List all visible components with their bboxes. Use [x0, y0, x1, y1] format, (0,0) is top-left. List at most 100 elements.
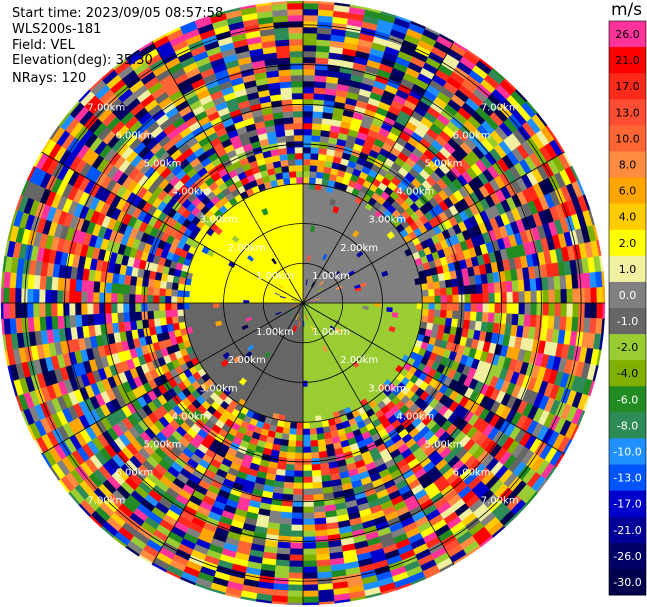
ppi-cell	[291, 512, 304, 520]
ppi-cell	[152, 294, 160, 304]
ppi-cell	[440, 295, 448, 304]
ppi-cell	[188, 290, 196, 298]
ppi-cell	[392, 307, 400, 314]
ppi-cell	[518, 291, 526, 304]
ppi-cell	[410, 290, 418, 298]
ppi-cell	[312, 397, 320, 405]
ppi-cell	[511, 280, 519, 293]
ppi-cell	[314, 523, 328, 531]
ppi-cell	[283, 475, 295, 483]
ppi-cell	[386, 302, 394, 308]
ppi-cell	[176, 296, 184, 304]
ppi-cell	[523, 314, 531, 328]
ppi-cell	[596, 287, 604, 304]
ppi-cell	[392, 292, 400, 299]
ppi-cell	[470, 302, 478, 313]
ppi-cell	[0, 302, 4, 320]
ppi-cell	[171, 282, 179, 291]
ppi-cell	[602, 286, 606, 304]
ppi-cell	[81, 279, 89, 292]
ppi-cell	[530, 290, 538, 304]
ppi-cell	[50, 302, 58, 317]
ppi-cell	[63, 277, 71, 291]
ppi-cell	[302, 26, 318, 34]
ppi-cell	[146, 286, 155, 296]
ppi-cell	[505, 313, 513, 326]
ppi-cell	[302, 566, 318, 574]
ppi-cell	[87, 280, 95, 293]
ppi-cell	[422, 302, 430, 310]
ppi-cell	[212, 298, 220, 304]
ppi-cell	[446, 302, 454, 312]
ppi-cell	[0, 286, 4, 304]
ppi-cell	[302, 206, 309, 214]
ppi-cell	[297, 398, 304, 406]
ppi-cell	[305, 362, 311, 370]
ppi-cell	[129, 284, 137, 295]
ppi-cell	[302, 548, 317, 556]
ppi-cell	[152, 302, 160, 312]
ppi-cell	[75, 278, 83, 292]
ppi-cell	[482, 293, 490, 304]
ppi-cell	[302, 122, 313, 130]
ppi-cell	[86, 291, 94, 304]
ppi-cell	[572, 288, 580, 304]
ppi-cell	[548, 289, 556, 304]
ppi-cell	[488, 292, 496, 304]
ppi-cell	[176, 289, 184, 297]
ppi-cell	[314, 69, 328, 77]
ppi-cell	[422, 309, 430, 317]
ppi-cell	[434, 295, 442, 304]
ppi-cell	[302, 194, 309, 202]
ppi-cell	[278, 529, 292, 537]
ppi-cell	[293, 470, 304, 478]
ppi-cell	[170, 302, 178, 311]
ppi-cell	[248, 305, 256, 309]
ppi-cell	[434, 288, 442, 297]
ppi-cell	[288, 578, 304, 586]
ppi-cell	[242, 302, 250, 307]
ppi-cell	[302, 356, 307, 364]
ppi-cell	[158, 287, 166, 296]
ppi-cell	[134, 293, 142, 304]
ppi-cell	[280, 511, 293, 519]
ppi-cell	[397, 286, 405, 294]
ppi-cell	[75, 314, 83, 328]
ppi-cell	[122, 302, 130, 313]
ppi-cell	[288, 572, 304, 580]
ppi-cell	[146, 310, 155, 320]
ppi-cell	[293, 476, 304, 484]
ppi-cell	[374, 302, 382, 308]
ppi-cell	[524, 290, 532, 304]
ppi-cell	[488, 302, 496, 314]
ppi-cell	[312, 493, 324, 501]
ppi-cell	[281, 433, 290, 441]
ppi-cell	[134, 302, 142, 313]
ppi-cell	[298, 380, 304, 388]
ppi-cell	[8, 287, 16, 304]
ppi-cell	[248, 302, 256, 307]
ppi-cell	[302, 62, 316, 70]
ppi-cell	[302, 92, 315, 100]
ppi-cell	[218, 306, 226, 313]
ppi-cell	[236, 299, 244, 304]
ppi-cell	[63, 315, 71, 329]
ppi-cell	[312, 487, 324, 495]
ppi-cell	[110, 292, 118, 304]
ppi-cell	[158, 295, 166, 304]
ppi-cell	[386, 293, 394, 299]
ppi-cell	[452, 294, 460, 304]
ppi-cell	[523, 278, 531, 292]
ppi-cell	[493, 312, 501, 324]
ppi-cell	[302, 218, 308, 226]
ppi-cell	[302, 578, 318, 586]
ppi-cell	[302, 518, 315, 526]
ppi-cell	[475, 311, 483, 323]
ppi-cell	[487, 312, 495, 324]
ppi-cell	[286, 451, 296, 460]
ppi-cell	[104, 292, 112, 304]
ppi-cell	[302, 230, 307, 238]
ppi-cell	[302, 170, 311, 178]
ppi-cell	[302, 584, 319, 592]
ppi-cell	[122, 293, 130, 304]
